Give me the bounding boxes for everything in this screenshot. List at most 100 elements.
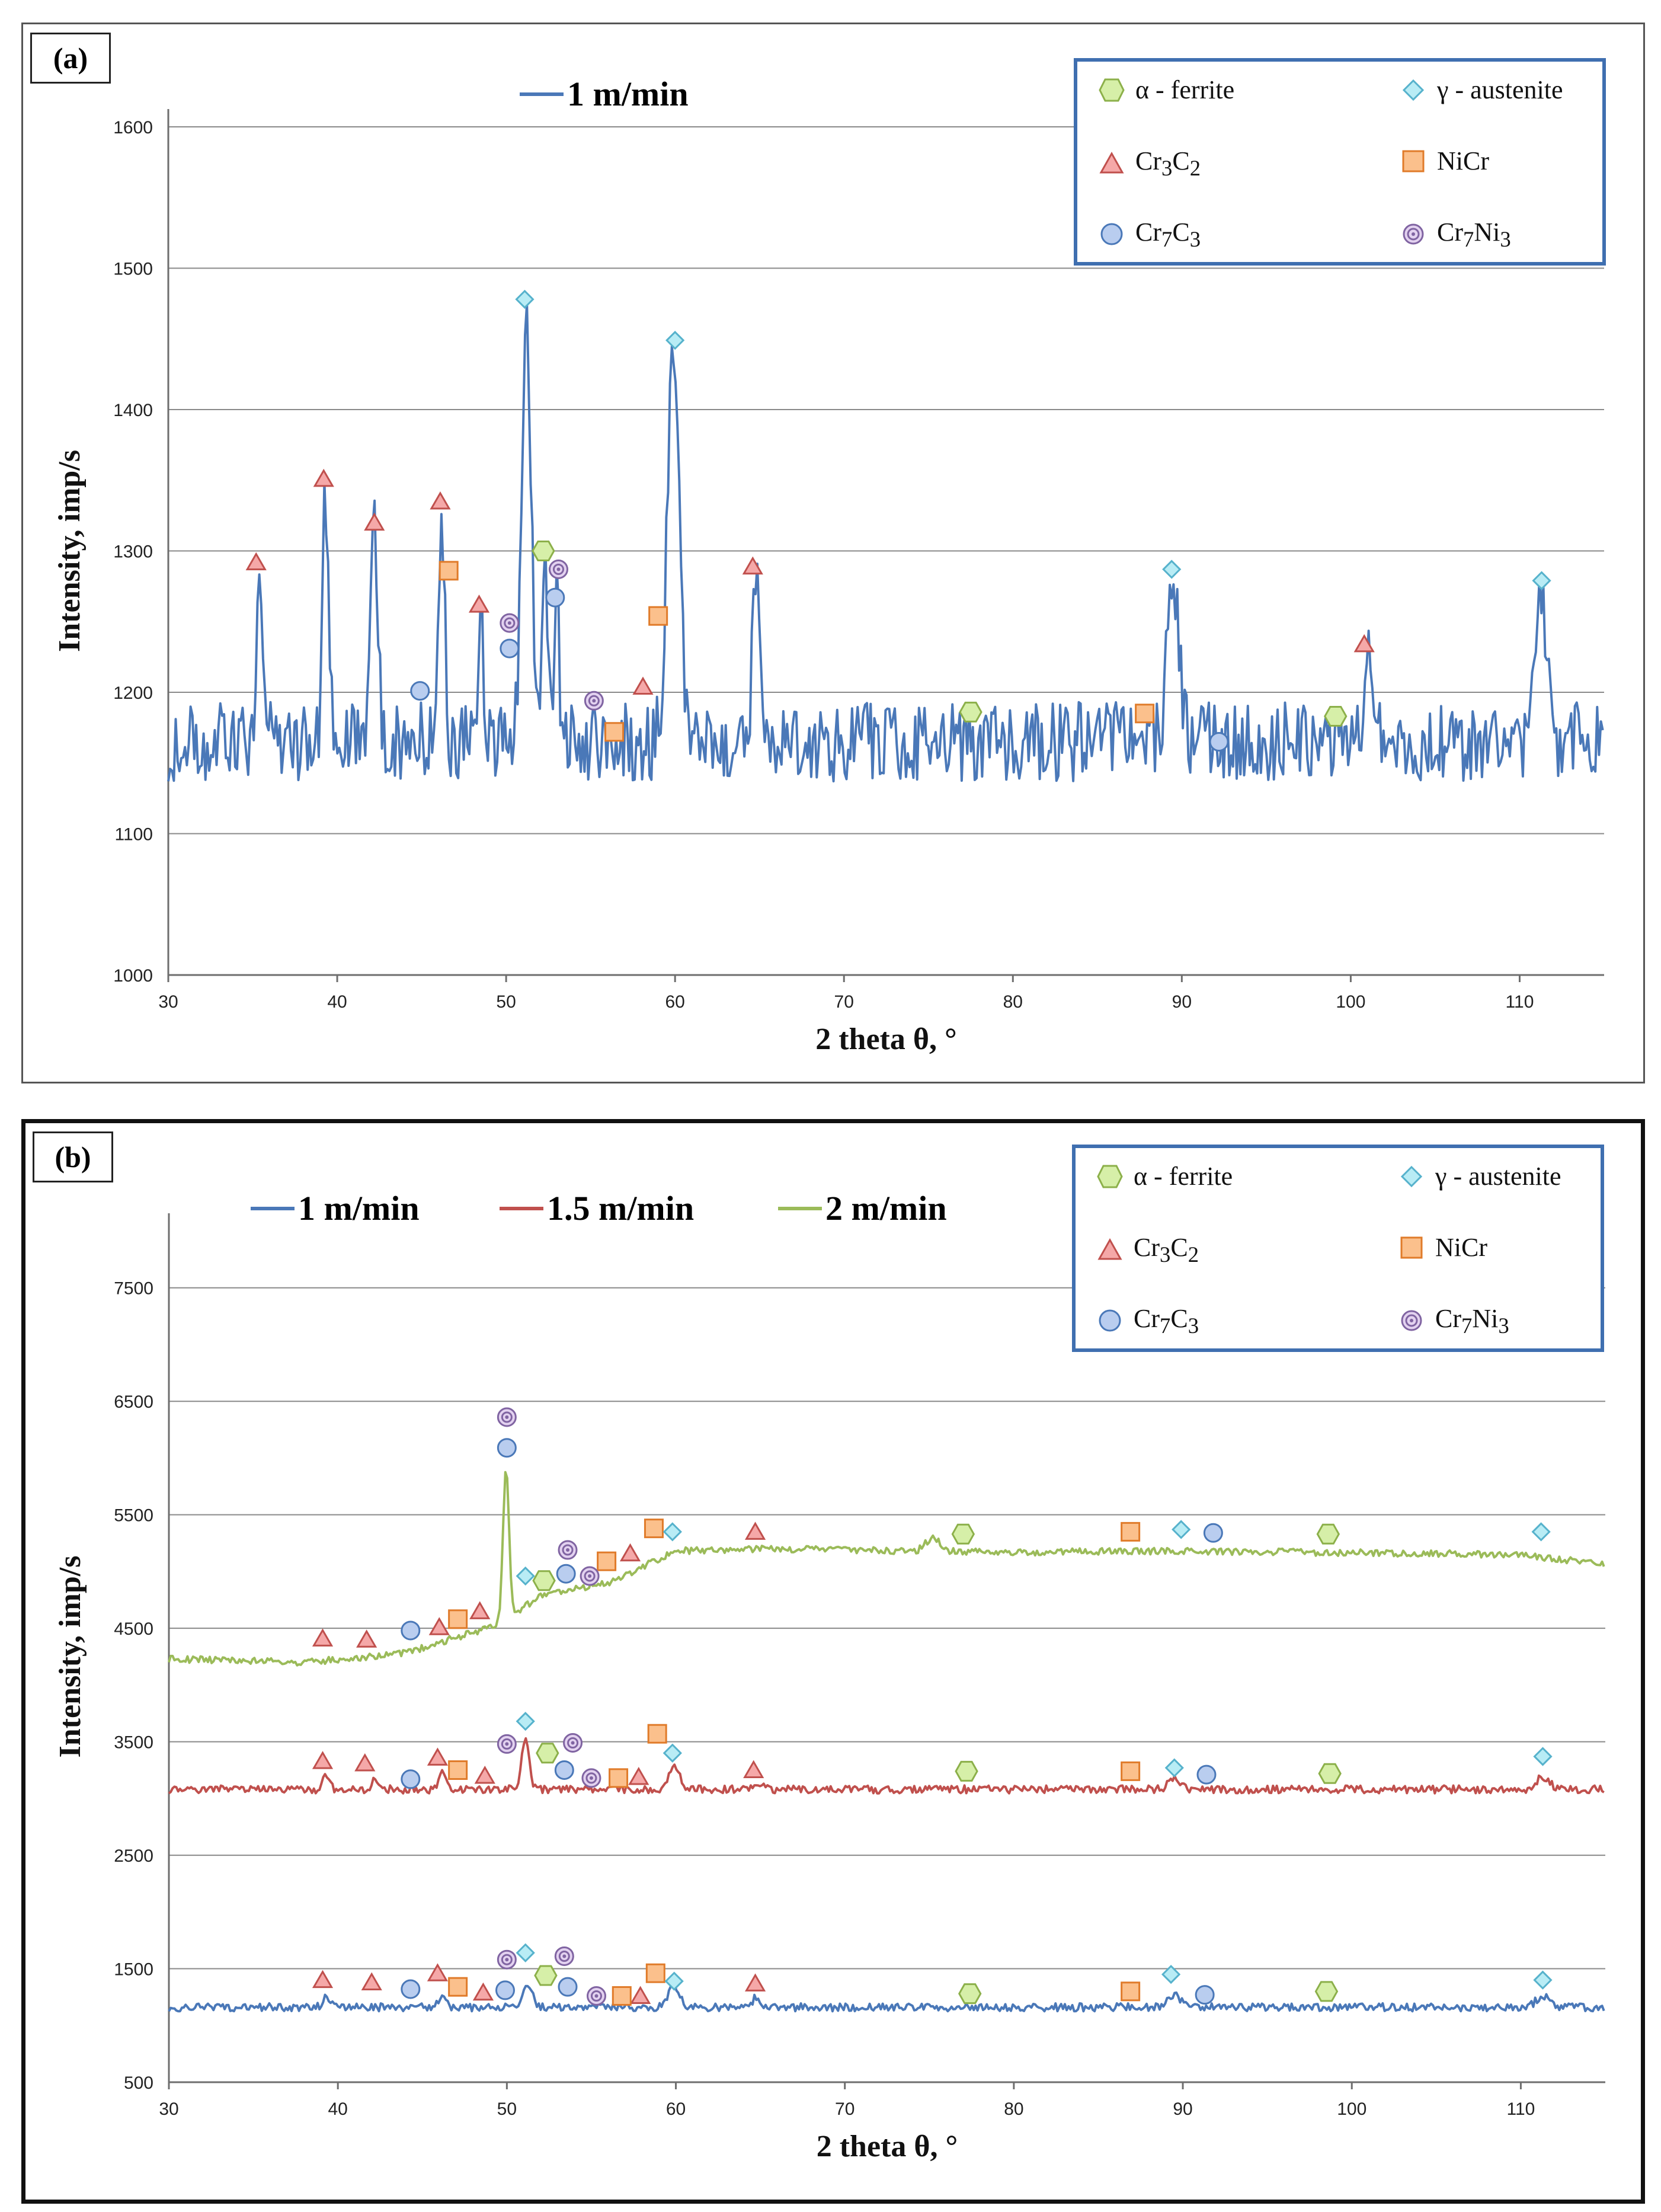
marker-cr7ni3 (558, 1540, 578, 1560)
marker-cr7c3 (554, 1760, 574, 1780)
hexagon-icon (1099, 78, 1125, 101)
marker-cr3c2 (313, 468, 334, 487)
marker--austenite (663, 1522, 682, 1542)
marker--ferrite (955, 1760, 978, 1782)
marker-cr7ni3 (584, 691, 604, 711)
y-tick-label: 1000 (113, 966, 153, 986)
marker-cr7ni3 (500, 613, 520, 633)
triangle-icon (1099, 152, 1124, 174)
marker-nicr (648, 606, 668, 626)
series-swatch (520, 92, 564, 96)
marker--austenite (516, 1712, 535, 1731)
x-tick-label: 90 (1172, 992, 1192, 1012)
marker-nicr (1135, 704, 1155, 724)
legend-label: α - ferrite (1134, 1162, 1233, 1191)
marker-cr7c3 (410, 681, 430, 701)
x-tick-label: 30 (158, 992, 178, 1012)
x-tick-label: 60 (665, 992, 684, 1012)
y-tick-label: 1100 (114, 825, 153, 845)
y-tick-label: 2500 (114, 1846, 153, 1866)
legend-item-cr7c3: Cr7C3 (1097, 1303, 1199, 1338)
marker-cr3c2 (474, 1766, 495, 1784)
marker--austenite (665, 331, 685, 350)
x-tick-label: 100 (1337, 2099, 1366, 2119)
marker-cr7ni3 (497, 1949, 517, 1970)
legend-item-ferrite: α - ferrite (1099, 75, 1234, 105)
marker--ferrite (1318, 1763, 1342, 1784)
legend-label: Cr3C2 (1135, 146, 1201, 180)
marker--ferrite (534, 1965, 558, 1986)
marker--austenite (1533, 1747, 1553, 1766)
x-tick-label: 80 (1003, 992, 1023, 1012)
marker--ferrite (958, 1983, 982, 2005)
marker-nicr (439, 561, 459, 581)
series-legend-b-3: 2 m/min (778, 1188, 947, 1228)
marker--austenite (515, 289, 535, 309)
marker--austenite (1531, 1522, 1551, 1542)
x-axis-label: 2 theta θ, ° (817, 2130, 958, 2163)
legend-label: NiCr (1437, 146, 1489, 175)
marker-nicr (612, 1986, 632, 2006)
marker-cr3c2 (427, 1747, 449, 1766)
marker-cr7c3 (1203, 1523, 1223, 1543)
x-tick-label: 80 (1004, 2099, 1023, 2119)
marker-cr3c2 (469, 1601, 491, 1619)
y-tick-label: 1400 (113, 401, 153, 420)
marker-cr7ni3 (586, 1986, 606, 2006)
y-tick-label: 4500 (114, 1619, 153, 1639)
circle-icon (1099, 1309, 1121, 1332)
y-tick-label: 1500 (114, 1960, 153, 1980)
marker-cr7ni3 (581, 1768, 601, 1788)
marker-nicr (1121, 1981, 1141, 2002)
y-tick-label: 1600 (113, 118, 153, 138)
marker-nicr (645, 1963, 665, 1983)
panel-b: 500 1500 2500 3500 4500 5500 6500 7500 30 40 50 60 7… (21, 1119, 1645, 2204)
marker--ferrite (1316, 1523, 1340, 1545)
marker-nicr (609, 1768, 629, 1788)
y-tick-label: 3500 (114, 1733, 153, 1753)
x-tick-label: 50 (496, 992, 516, 1012)
series-swatch (251, 1206, 295, 1210)
legend-item-cr7ni3: Cr7Ni3 (1398, 1303, 1509, 1338)
chart-a: 1000 1100 1200 1300 1400 1500 1600 30 40 50 60 70 80… (53, 109, 1604, 1056)
marker--ferrite (1324, 706, 1348, 727)
x-tick-label: 90 (1173, 2099, 1192, 2119)
marker-nicr (1121, 1761, 1141, 1781)
legend-item-cr7ni3: Cr7Ni3 (1400, 217, 1511, 252)
x-tick-label: 40 (328, 2099, 347, 2119)
legend-item-nicr: NiCr (1398, 1232, 1487, 1262)
marker-cr3c2 (361, 1972, 382, 1991)
legend-label: Cr7C3 (1134, 1304, 1199, 1338)
series-legend-a-1: 1 m/min (520, 74, 689, 114)
marker-cr7ni3 (497, 1734, 517, 1754)
marker-cr7c3 (558, 1977, 578, 1997)
marker-cr3c2 (354, 1753, 376, 1772)
marker-cr3c2 (632, 676, 654, 695)
marker-cr7ni3 (563, 1733, 583, 1753)
square-icon (1400, 1236, 1423, 1258)
diamond-icon (1400, 1165, 1423, 1187)
marker-cr7c3 (401, 1979, 421, 1999)
panel-label-b: (b) (33, 1131, 113, 1182)
marker--austenite (1161, 1964, 1181, 1984)
series-line-1 (168, 1982, 1605, 2013)
marker--austenite (1162, 560, 1182, 579)
marker-cr7c3 (556, 1564, 576, 1584)
legend-item-cr3c2: Cr3C2 (1097, 1232, 1199, 1267)
phase-legend-b: α - ferrite γ - austenite Cr3C2 NiCr Cr7… (1072, 1145, 1604, 1352)
panel-a: 1000 1100 1200 1300 1400 1500 1600 30 40 50 60 70 80… (21, 23, 1645, 1083)
legend-item-austenite: γ - austenite (1400, 75, 1563, 105)
legend-item-ferrite: α - ferrite (1097, 1161, 1233, 1191)
series-line-3 (168, 1471, 1605, 1667)
phase-markers (245, 289, 1551, 752)
marker--ferrite (951, 1523, 975, 1545)
marker-nicr (1121, 1521, 1141, 1542)
x-tick-label: 30 (159, 2099, 178, 2119)
marker-cr3c2 (427, 1963, 449, 1981)
legend-label: Cr7C3 (1135, 218, 1201, 251)
marker-nicr (647, 1724, 667, 1744)
square-icon (1402, 150, 1425, 172)
phase-legend-a: α - ferrite γ - austenite Cr3C2 NiCr Cr7… (1074, 58, 1606, 266)
marker-cr3c2 (742, 556, 763, 575)
x-tick-label: 50 (497, 2099, 517, 2119)
